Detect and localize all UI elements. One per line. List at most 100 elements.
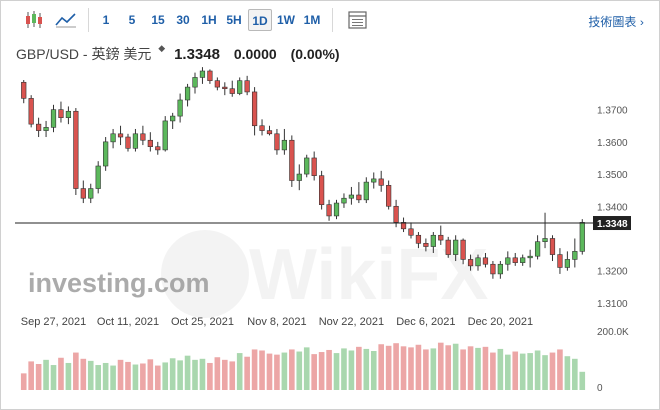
candle <box>155 141 161 155</box>
volume-bar-up <box>534 350 541 390</box>
candle <box>177 93 183 123</box>
candle-body-up <box>341 197 347 204</box>
volume-bar-up <box>572 358 578 390</box>
area-chart-icon[interactable] <box>53 9 79 31</box>
candle <box>296 164 302 191</box>
candle-body-down <box>490 263 496 275</box>
timeframe-30[interactable]: 30 <box>176 13 190 27</box>
candle-body-down <box>512 257 518 263</box>
candle-body-down <box>117 133 124 138</box>
candle <box>266 125 273 136</box>
candle <box>579 219 585 255</box>
volume-bar-up <box>95 365 102 390</box>
volume-bar-up <box>236 353 243 390</box>
volume-bar-up <box>370 351 377 390</box>
price-axis: 1.3700 1.3600 1.3500 1.3400 1.3200 1.3100 <box>597 106 628 310</box>
candle <box>132 128 139 152</box>
volume-bar-down <box>557 349 563 390</box>
candle <box>497 261 503 279</box>
timeframe-1h[interactable]: 1H <box>201 13 217 27</box>
volume-bar-down <box>467 346 474 390</box>
investing-logo: investing.com <box>28 268 210 298</box>
volume-bar-down <box>154 365 161 390</box>
candle <box>184 83 191 107</box>
table-icon[interactable] <box>345 9 371 31</box>
candle <box>103 137 109 171</box>
candlestick-chart-icon[interactable] <box>21 9 47 31</box>
volume-bar-down <box>58 357 64 390</box>
candle <box>199 67 206 84</box>
candlestick-series <box>21 67 585 279</box>
candle-body-up <box>192 77 198 88</box>
candle-body-down <box>356 194 362 201</box>
candle <box>58 101 64 123</box>
candle-body-down <box>73 110 79 189</box>
candle-body-up <box>110 133 116 143</box>
candle-body-up <box>527 255 533 259</box>
candle-body-down <box>21 81 27 99</box>
candle-body-up <box>579 222 585 252</box>
candle <box>65 106 72 125</box>
quote-header: GBP/USD - 英鎊 美元 ◆ 1.3348 0.0000 (0.00%) <box>16 43 340 64</box>
timeframe-1w[interactable]: 1W <box>277 13 295 27</box>
timeframe-5[interactable]: 5 <box>128 13 136 27</box>
x-tick-label: Oct 25, 2021 <box>171 316 234 328</box>
volume-bar-down <box>460 349 466 390</box>
timeframe-1m[interactable]: 1M <box>303 13 321 27</box>
candle <box>348 186 355 205</box>
candle-body-up <box>505 257 511 265</box>
volume-bar-up <box>430 348 437 390</box>
candle <box>460 238 466 265</box>
volume-bar-down <box>214 357 221 390</box>
timeframe-1[interactable]: 1 <box>102 13 110 27</box>
volume-bar-down <box>251 349 258 390</box>
candle <box>50 104 57 133</box>
volume-bar-up <box>177 360 183 390</box>
toolbar-divider <box>88 8 89 32</box>
candle-body-down <box>58 109 64 119</box>
volume-bar-down <box>400 346 407 390</box>
volume-bar-up <box>497 348 504 390</box>
candle-body-down <box>311 157 317 176</box>
last-price-tag <box>593 216 631 231</box>
timeframe-15[interactable]: 15 <box>151 13 165 27</box>
volume-bar-up <box>281 352 288 390</box>
candle-body-down <box>467 259 474 267</box>
timeframe-5h[interactable]: 5H <box>226 13 242 27</box>
volume-bar-down <box>259 350 265 390</box>
candle <box>229 80 235 97</box>
candle-body-down <box>386 185 392 207</box>
candle <box>430 232 436 253</box>
candle-body-down <box>80 188 86 199</box>
timeframe-1d[interactable]: 1D <box>248 9 272 31</box>
volume-bar-up <box>192 359 198 390</box>
x-tick-label: Nov 8, 2021 <box>247 316 306 328</box>
volume-bar-up <box>110 365 116 390</box>
candle <box>445 236 451 258</box>
volume-bar-up <box>102 362 109 390</box>
candle <box>512 252 518 266</box>
candle <box>415 232 422 249</box>
candle <box>170 112 176 129</box>
candle <box>192 72 198 94</box>
candle-body-up <box>475 257 481 267</box>
x-tick-label: Oct 11, 2021 <box>97 316 159 328</box>
candle-body-up <box>497 263 503 275</box>
candle-body-down <box>147 139 153 147</box>
candle-body-up <box>453 239 459 255</box>
candle-body-up <box>199 70 206 78</box>
candle <box>110 128 116 149</box>
candle <box>356 182 362 204</box>
candle-body-up <box>95 165 101 189</box>
candle-body-up <box>363 181 369 201</box>
candle-body-down <box>214 80 220 88</box>
candle-body-down <box>28 98 34 125</box>
last-price-tag-label: 1.3348 <box>597 219 628 230</box>
volume-bar-down <box>482 346 489 390</box>
volume-bar-down <box>229 361 236 390</box>
x-tick-label: Sep 27, 2021 <box>21 316 86 328</box>
candle-body-down <box>222 86 228 90</box>
technical-chart-link[interactable]: 技術圖表 › <box>588 13 644 30</box>
y-tick-label: 1.3200 <box>597 267 628 278</box>
